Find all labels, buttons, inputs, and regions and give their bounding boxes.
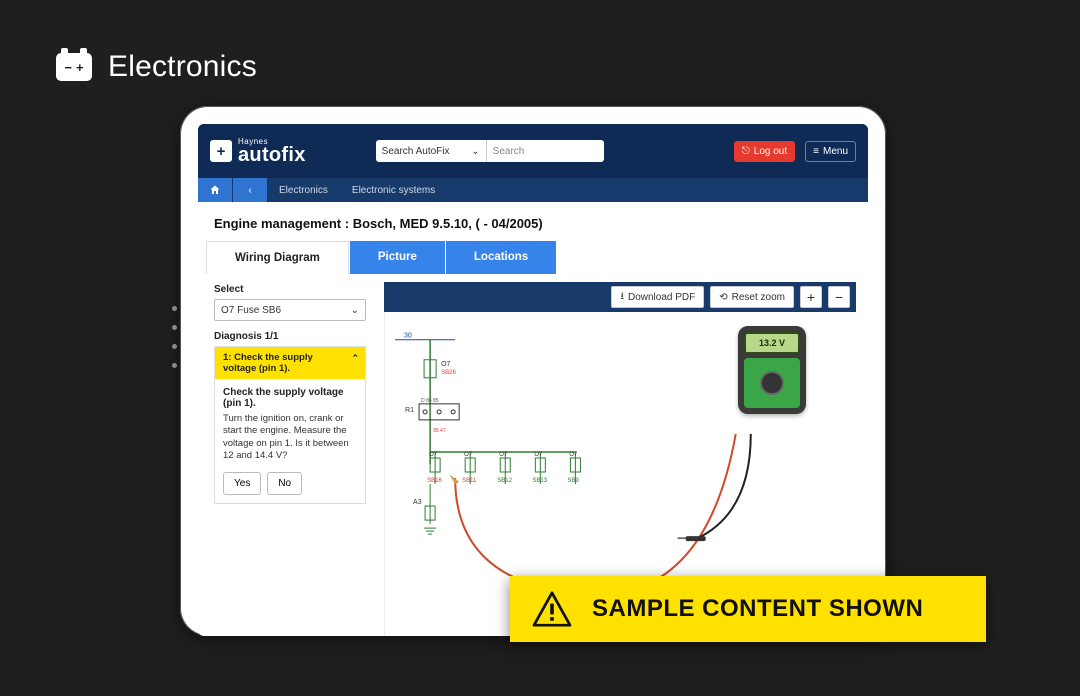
battery-icon: −+: [56, 53, 92, 81]
probe-black-tip: [678, 536, 706, 541]
tablet-dots: [172, 306, 177, 368]
download-label: Download PDF: [628, 292, 695, 303]
chevron-down-icon: ⌄: [351, 305, 359, 316]
svg-text:R1: R1: [405, 407, 414, 414]
fuse-sb26: O7 SB26: [424, 360, 456, 378]
hamburger-icon: ≡: [813, 146, 819, 157]
ground-a3: A3: [413, 484, 436, 534]
page-header: −+ Electronics: [56, 50, 257, 84]
diagram-toolbar: ⭳ Download PDF ⟲ Reset zoom + −: [384, 282, 856, 312]
select-label: Select: [214, 284, 366, 295]
download-pdf-button[interactable]: ⭳ Download PDF: [611, 286, 704, 308]
search-scope-dropdown[interactable]: Search AutoFix ⌄: [376, 140, 486, 162]
svg-text:O7: O7: [464, 452, 473, 458]
search-input[interactable]: Search: [486, 140, 604, 162]
svg-text:SB26: SB26: [441, 370, 456, 376]
diagnosis-step-desc: Turn the ignition on, crank or start the…: [223, 413, 357, 462]
breadcrumb-current[interactable]: Electronic systems: [340, 185, 447, 196]
multimeter-reading: 13.2 V: [744, 332, 800, 354]
reset-icon: ⟲: [719, 292, 727, 303]
page-header-label: Electronics: [108, 50, 257, 84]
fuse-row: O7 SB16 O7 SB11 O7 SB12 O7 SB13 O7 SB9: [427, 452, 580, 484]
multimeter: 13.2 V: [738, 326, 806, 414]
download-icon: ⭳: [620, 289, 624, 306]
logout-button[interactable]: ⎋ Log out: [734, 141, 795, 162]
tab-picture[interactable]: Picture: [350, 241, 445, 274]
search: Search AutoFix ⌄ Search: [376, 140, 604, 162]
svg-text:SB9: SB9: [567, 478, 579, 484]
brand-logo[interactable]: Haynes autofix: [210, 138, 306, 163]
svg-text:O7: O7: [429, 452, 438, 458]
chevron-up-icon: ⌃: [351, 353, 359, 364]
menu-button[interactable]: ≡ Menu: [805, 141, 856, 162]
reset-zoom-button[interactable]: ⟲ Reset zoom: [710, 286, 794, 308]
menu-label: Menu: [823, 146, 848, 157]
zoom-in-button[interactable]: +: [800, 286, 822, 308]
chevron-down-icon: ⌄: [471, 146, 479, 157]
reset-label: Reset zoom: [732, 292, 785, 303]
diagnosis-step-header[interactable]: 1: Check the supply voltage (pin 1). ⌃: [215, 347, 365, 379]
user-icon: ⎋: [742, 146, 750, 157]
relay-r1: R1 D 86 85 95 47: [405, 398, 459, 434]
logout-label: Log out: [754, 146, 787, 157]
component-select[interactable]: O7 Fuse SB6 ⌄: [214, 299, 366, 321]
diagnosis-step-title: Check the supply voltage (pin 1).: [223, 387, 357, 409]
svg-text:SB13: SB13: [532, 478, 547, 484]
home-icon: [209, 184, 221, 196]
tab-wiring-diagram[interactable]: Wiring Diagram: [206, 241, 349, 274]
breadcrumb: ‹ Electronics Electronic systems: [198, 178, 868, 202]
sample-content-banner: SAMPLE CONTENT SHOWN: [510, 576, 986, 642]
search-scope-label: Search AutoFix: [382, 146, 450, 157]
app-screen: Haynes autofix Search AutoFix ⌄ Search ⎋…: [198, 124, 868, 636]
answer-no-button[interactable]: No: [267, 472, 302, 495]
banner-text: SAMPLE CONTENT SHOWN: [592, 595, 923, 623]
brand-name: autofix: [238, 146, 306, 164]
breadcrumb-home[interactable]: [198, 178, 232, 202]
tab-locations[interactable]: Locations: [446, 241, 556, 274]
svg-text:SB12: SB12: [497, 478, 512, 484]
diagnosis-heading: Diagnosis 1/1: [214, 331, 366, 342]
svg-text:O7: O7: [569, 452, 578, 458]
tablet-frame: Haynes autofix Search AutoFix ⌄ Search ⎋…: [180, 106, 886, 636]
svg-text:O7: O7: [441, 361, 450, 368]
svg-text:O7: O7: [534, 452, 543, 458]
probe-red-lead: [455, 434, 736, 595]
select-value: O7 Fuse SB6: [221, 305, 281, 316]
left-panel: Select O7 Fuse SB6 ⌄ Diagnosis 1/1 1: Ch…: [214, 282, 366, 636]
breadcrumb-electronics[interactable]: Electronics: [267, 185, 340, 196]
multimeter-dial: [760, 371, 784, 395]
svg-text:A3: A3: [413, 499, 422, 506]
brand-icon: [210, 140, 232, 162]
svg-text:SB16: SB16: [427, 478, 442, 484]
diagnosis-step: 1: Check the supply voltage (pin 1). ⌃ C…: [214, 346, 366, 504]
diagnosis-step-body: Check the supply voltage (pin 1). Turn t…: [215, 379, 365, 503]
svg-text:SB11: SB11: [462, 478, 477, 484]
breadcrumb-back[interactable]: ‹: [233, 178, 267, 202]
diagnosis-step-head-label: 1: Check the supply voltage (pin 1).: [223, 352, 313, 374]
page-title: Engine management : Bosch, MED 9.5.10, (…: [198, 202, 868, 241]
svg-text:D 86 85: D 86 85: [421, 398, 439, 404]
warning-icon: [532, 591, 572, 627]
probe-red-tip: [449, 474, 459, 484]
svg-text:95 47: 95 47: [433, 428, 446, 434]
pin-30-label: 30: [404, 333, 412, 340]
app-bar: Haynes autofix Search AutoFix ⌄ Search ⎋…: [198, 124, 868, 178]
svg-text:O7: O7: [499, 452, 508, 458]
tabs: Wiring Diagram Picture Locations: [198, 241, 868, 274]
zoom-out-button[interactable]: −: [828, 286, 850, 308]
answer-yes-button[interactable]: Yes: [223, 472, 261, 495]
